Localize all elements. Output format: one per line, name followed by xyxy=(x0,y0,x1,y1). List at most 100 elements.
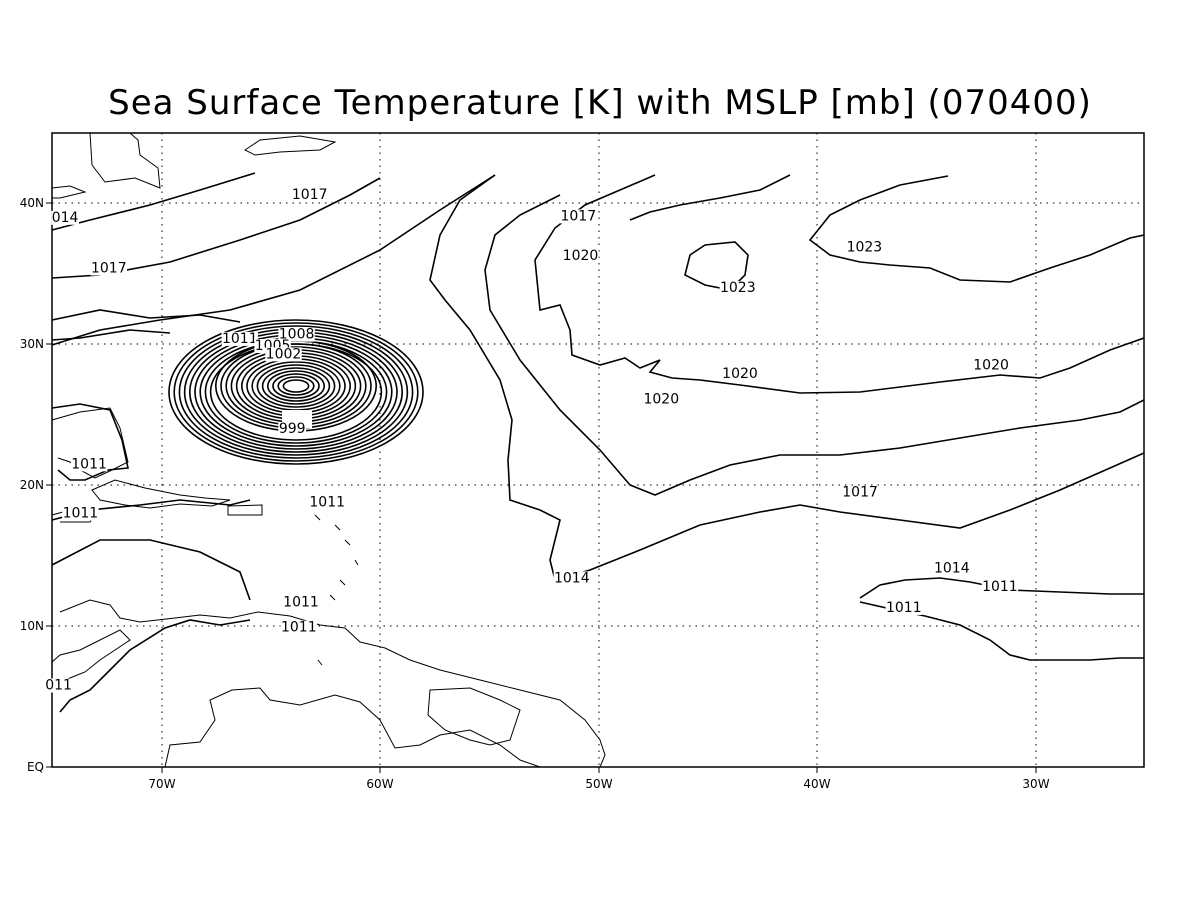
x-tick-labels: 70W 60W 50W 40W 30W xyxy=(148,777,1049,791)
contour-label-background xyxy=(841,485,879,500)
cyclone-isobar xyxy=(261,367,331,405)
coastlines xyxy=(51,132,606,768)
contour-label: 011 xyxy=(45,678,72,694)
cyclone-isobar xyxy=(235,352,357,420)
contour-label-background xyxy=(62,506,99,521)
isobar-1017-tongue xyxy=(429,174,1145,581)
y-tick-label: 30N xyxy=(20,337,44,351)
contour-label: 1017 xyxy=(560,208,596,224)
contour-label: 1011 xyxy=(283,594,319,610)
cyclone-isobar xyxy=(282,379,310,393)
puerto-rico xyxy=(227,504,263,516)
map-frame xyxy=(51,132,1145,768)
contour-label-background xyxy=(90,261,127,276)
y-tick-label: 10N xyxy=(20,619,44,633)
cyclone-isobar xyxy=(178,325,414,459)
isobar-1020-inner xyxy=(534,174,1145,394)
contour-label: 1023 xyxy=(847,239,883,255)
nova-scotia xyxy=(244,135,337,156)
cyclone-isobar xyxy=(173,322,419,462)
contour-label: 1011 xyxy=(982,579,1018,595)
y-tick-label: 20N xyxy=(20,478,44,492)
contour-label-background xyxy=(562,248,599,263)
south-america-coast xyxy=(59,599,606,768)
graticule xyxy=(52,133,1144,767)
contour-label-background xyxy=(44,678,73,693)
y-tick-label: EQ xyxy=(27,760,44,774)
contour-label: 1014 xyxy=(934,561,970,577)
contour-label-background xyxy=(972,358,1010,373)
cyclone-isobar xyxy=(272,373,320,399)
contour-label-background xyxy=(553,571,590,586)
contour-label: 1008 xyxy=(279,327,315,343)
contour-label-background xyxy=(721,367,759,382)
y-tick-label: 40N xyxy=(20,196,44,210)
contour-label-background xyxy=(265,347,302,362)
isobar-1011-west xyxy=(51,403,129,481)
contour-label: 1011 xyxy=(886,600,922,616)
x-tick-label: 40W xyxy=(803,777,830,791)
contour-label: 1002 xyxy=(266,346,302,362)
contour-label: 1020 xyxy=(563,248,599,264)
contour-label-background xyxy=(309,495,346,510)
contour-label-background xyxy=(280,620,317,635)
contour-label-background xyxy=(885,601,922,615)
contour-label-background xyxy=(719,281,756,296)
y-tick-labels: EQ 10N 20N 30N 40N xyxy=(20,196,44,774)
isobar-1023-ridge xyxy=(808,175,1145,283)
hispaniola-coast xyxy=(91,479,231,509)
contour-label-background xyxy=(278,422,307,437)
contour-label-background xyxy=(291,188,328,203)
contour-label: 014 xyxy=(52,210,79,226)
contour-label-background xyxy=(221,331,258,346)
contour-label-background xyxy=(643,392,680,407)
contour-label-background xyxy=(278,327,315,342)
contour-label-background xyxy=(51,210,79,225)
x-tick-label: 60W xyxy=(366,777,393,791)
isobar-1011-east xyxy=(859,577,1144,599)
venezuela-interior xyxy=(164,687,541,768)
contour-label: 1011 xyxy=(63,506,99,522)
contour-label: 1011 xyxy=(281,620,317,636)
cyclone-isobar xyxy=(266,370,325,402)
x-tick-label: 70W xyxy=(148,777,175,791)
isobar-1023-east xyxy=(629,174,791,221)
antilles-islands xyxy=(314,514,359,666)
cyclone-isobar xyxy=(246,358,346,414)
x-tick-label: 30W xyxy=(1022,777,1049,791)
contour-label-background xyxy=(282,595,320,610)
contour-label: 1020 xyxy=(643,392,679,408)
isobar-1017-central xyxy=(51,174,496,346)
isobar-1023-loop xyxy=(684,241,749,291)
isobar-1011-south xyxy=(51,329,171,341)
contour-label: 1011 xyxy=(71,456,107,472)
contour-label-background xyxy=(846,240,883,255)
x-tick-label: 50W xyxy=(585,777,612,791)
contour-label-background xyxy=(70,457,108,472)
isobar-1020-tongue xyxy=(484,194,1145,496)
central-america-coast xyxy=(51,629,131,691)
long-island xyxy=(51,185,87,199)
contour-label: 1020 xyxy=(973,358,1009,374)
contour-label-background xyxy=(981,579,1019,594)
contour-label: 999 xyxy=(279,421,306,437)
contour-label: 1017 xyxy=(842,485,878,501)
contour-label-background xyxy=(933,561,970,576)
cyclone-isobar xyxy=(168,319,424,465)
contour-label: 1011 xyxy=(222,331,258,347)
axis-ticks xyxy=(46,202,1037,773)
isobar-1011-caribbean xyxy=(51,539,251,601)
north-america-coast xyxy=(89,132,161,189)
guyana-border xyxy=(427,687,521,746)
contour-label: 1023 xyxy=(720,280,756,296)
contour-label: 1011 xyxy=(309,494,345,510)
contour-label: 1014 xyxy=(554,570,590,586)
map-title: Sea Surface Temperature [K] with MSLP [m… xyxy=(108,83,1092,123)
contour-label: 1020 xyxy=(722,366,758,382)
cyclone-isobar xyxy=(256,364,336,408)
contour-label: 1017 xyxy=(91,261,127,277)
contour-label-background xyxy=(560,209,597,224)
isobar-1011-caribbean-south xyxy=(59,619,251,713)
